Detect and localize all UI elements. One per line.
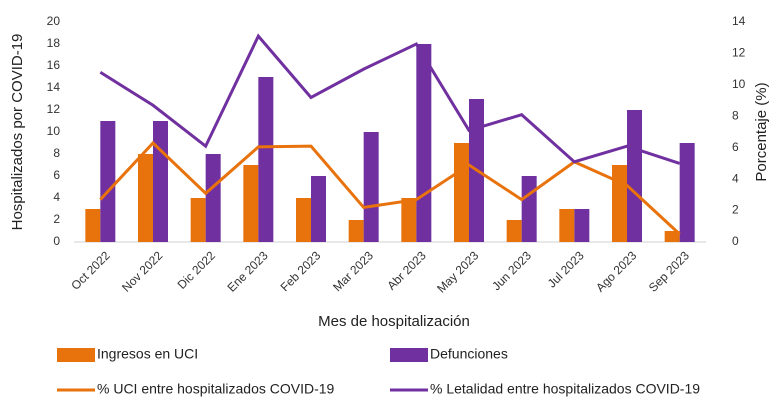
y-tick-label: 0 (53, 234, 60, 248)
bar (521, 176, 537, 242)
x-tick-label: Abr 2023 (384, 248, 429, 293)
bar (574, 209, 590, 242)
y-tick-label: 8 (53, 146, 60, 160)
y-axis-title: Hospitalizados por COVID-19 (9, 34, 26, 231)
x-tick-label: Ago 2023 (593, 248, 639, 294)
legend-label: Defunciones (430, 346, 508, 362)
x-tick-label: Dic 2022 (175, 248, 219, 292)
legend-label: Ingresos en UCI (97, 346, 198, 362)
y-tick-label: 4 (53, 190, 60, 204)
legend-label: % UCI entre hospitalizados COVID-19 (97, 381, 335, 397)
bar (401, 198, 417, 242)
line-series (99, 33, 681, 165)
bar (153, 121, 168, 242)
y2-tick-label: 4 (732, 171, 739, 185)
legend-label: % Letalidad entre hospitalizados COVID-1… (430, 381, 700, 397)
y2-tick-label: 8 (732, 108, 739, 122)
bar (100, 121, 116, 242)
bar (243, 165, 259, 242)
bar (258, 77, 274, 242)
bar (559, 209, 575, 242)
bar (190, 198, 206, 242)
bar (506, 220, 522, 242)
x-tick-label: Sep 2023 (646, 248, 692, 294)
bar (296, 198, 311, 242)
x-tick-label: Jul 2023 (545, 248, 587, 290)
y-tick-label: 16 (47, 58, 61, 72)
x-tick-label: Nov 2022 (119, 248, 165, 294)
x-tick-label: Oct 2022 (68, 248, 113, 293)
bar (348, 220, 364, 242)
y-tick-label: 20 (47, 14, 61, 28)
x-tick-label: Ene 2023 (224, 248, 270, 294)
bar (664, 231, 680, 242)
y-tick-label: 2 (53, 212, 60, 226)
bar (612, 165, 627, 242)
bar (138, 154, 153, 242)
y2-tick-label: 6 (732, 140, 739, 154)
bar (85, 209, 101, 242)
y-tick-label: 18 (47, 36, 61, 50)
y2-tick-label: 2 (732, 203, 739, 217)
y2-tick-label: 14 (732, 14, 746, 28)
y-tick-label: 6 (53, 168, 60, 182)
bar (627, 110, 642, 242)
x-tick-label: May 2023 (434, 248, 481, 295)
y-tick-label: 10 (47, 124, 61, 138)
bar (679, 143, 695, 242)
legend-swatch (57, 348, 95, 362)
y2-tick-label: 0 (732, 234, 739, 248)
y2-axis-title: Porcentaje (%) (753, 82, 770, 181)
line-series (99, 140, 681, 236)
x-tick-label: Jun 2023 (489, 248, 534, 293)
x-axis-title: Mes de hospitalización (318, 313, 470, 330)
bar (454, 143, 469, 242)
legend-swatch (390, 348, 428, 362)
bar (363, 132, 379, 242)
bar (416, 44, 432, 242)
x-tick-label: Mar 2023 (330, 248, 376, 294)
y-tick-label: 14 (47, 80, 61, 94)
y-tick-label: 12 (47, 102, 61, 116)
y2-tick-label: 10 (732, 77, 746, 91)
bar (311, 176, 326, 242)
x-tick-label: Feb 2023 (278, 248, 324, 294)
bar (205, 154, 221, 242)
y2-tick-label: 12 (732, 46, 746, 60)
